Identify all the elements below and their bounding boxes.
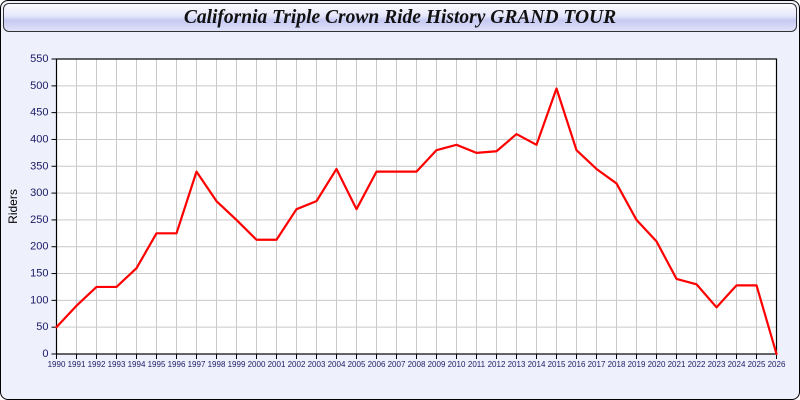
svg-text:2018: 2018	[608, 360, 626, 369]
svg-text:2011: 2011	[468, 360, 486, 369]
svg-text:Riders: Riders	[6, 189, 20, 224]
svg-text:1997: 1997	[188, 360, 206, 369]
svg-text:50: 50	[36, 321, 48, 333]
svg-text:2016: 2016	[568, 360, 586, 369]
svg-text:2014: 2014	[528, 360, 546, 369]
svg-text:1996: 1996	[168, 360, 186, 369]
svg-text:1994: 1994	[128, 360, 146, 369]
svg-text:0: 0	[42, 348, 48, 360]
svg-text:2004: 2004	[328, 360, 346, 369]
svg-text:1999: 1999	[228, 360, 246, 369]
svg-text:2022: 2022	[688, 360, 706, 369]
svg-text:2002: 2002	[288, 360, 306, 369]
svg-text:2025: 2025	[748, 360, 766, 369]
svg-text:2020: 2020	[648, 360, 666, 369]
svg-text:300: 300	[30, 187, 48, 199]
svg-text:1993: 1993	[108, 360, 126, 369]
svg-text:150: 150	[30, 268, 48, 280]
svg-text:2009: 2009	[428, 360, 446, 369]
svg-text:2013: 2013	[508, 360, 526, 369]
svg-text:350: 350	[30, 160, 48, 172]
svg-text:2017: 2017	[588, 360, 606, 369]
svg-text:2012: 2012	[488, 360, 506, 369]
svg-text:2021: 2021	[668, 360, 686, 369]
svg-text:2019: 2019	[628, 360, 646, 369]
svg-text:250: 250	[30, 214, 48, 226]
svg-text:1995: 1995	[148, 360, 166, 369]
svg-text:2001: 2001	[268, 360, 286, 369]
svg-text:2000: 2000	[248, 360, 266, 369]
svg-text:500: 500	[30, 80, 48, 92]
svg-text:2005: 2005	[348, 360, 366, 369]
svg-text:2008: 2008	[408, 360, 426, 369]
svg-text:2026: 2026	[768, 360, 786, 369]
svg-text:450: 450	[30, 107, 48, 119]
svg-text:2006: 2006	[368, 360, 386, 369]
svg-text:1992: 1992	[88, 360, 106, 369]
svg-text:2024: 2024	[728, 360, 746, 369]
svg-text:200: 200	[30, 241, 48, 253]
svg-text:1990: 1990	[48, 360, 66, 369]
svg-text:2010: 2010	[448, 360, 466, 369]
svg-text:400: 400	[30, 133, 48, 145]
svg-text:2007: 2007	[388, 360, 406, 369]
svg-text:1991: 1991	[68, 360, 86, 369]
svg-text:2003: 2003	[308, 360, 326, 369]
svg-text:2015: 2015	[548, 360, 566, 369]
svg-text:1998: 1998	[208, 360, 226, 369]
svg-text:100: 100	[30, 294, 48, 306]
svg-text:550: 550	[30, 53, 48, 65]
svg-text:2023: 2023	[708, 360, 726, 369]
